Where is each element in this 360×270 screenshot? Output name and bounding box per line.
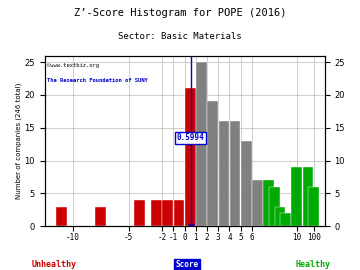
Text: 0.5994: 0.5994	[176, 133, 204, 142]
Y-axis label: Number of companies (246 total): Number of companies (246 total)	[15, 83, 22, 199]
Bar	[252, 180, 263, 226]
Text: Z’-Score Histogram for POPE (2016): Z’-Score Histogram for POPE (2016)	[74, 8, 286, 18]
Bar	[151, 200, 162, 226]
Bar	[219, 121, 229, 226]
Bar	[241, 141, 252, 226]
Text: Healthy: Healthy	[296, 260, 331, 269]
Bar	[303, 167, 313, 226]
Bar	[135, 200, 145, 226]
Bar	[280, 213, 291, 226]
Bar	[174, 200, 184, 226]
Bar	[56, 207, 67, 226]
Text: The Research Foundation of SUNY: The Research Foundation of SUNY	[47, 79, 148, 83]
Bar	[95, 207, 106, 226]
Bar	[269, 187, 280, 226]
Bar	[196, 62, 207, 226]
Bar	[292, 167, 302, 226]
Bar	[185, 88, 195, 226]
Text: Unhealthy: Unhealthy	[32, 260, 76, 269]
Bar	[308, 187, 319, 226]
Bar	[230, 121, 240, 226]
Text: Score: Score	[176, 260, 199, 269]
Bar	[264, 180, 274, 226]
Bar	[207, 102, 218, 226]
Bar	[275, 207, 285, 226]
Bar	[162, 200, 173, 226]
Text: Sector: Basic Materials: Sector: Basic Materials	[118, 32, 242, 41]
Text: ©www.textbiz.org: ©www.textbiz.org	[47, 63, 99, 68]
